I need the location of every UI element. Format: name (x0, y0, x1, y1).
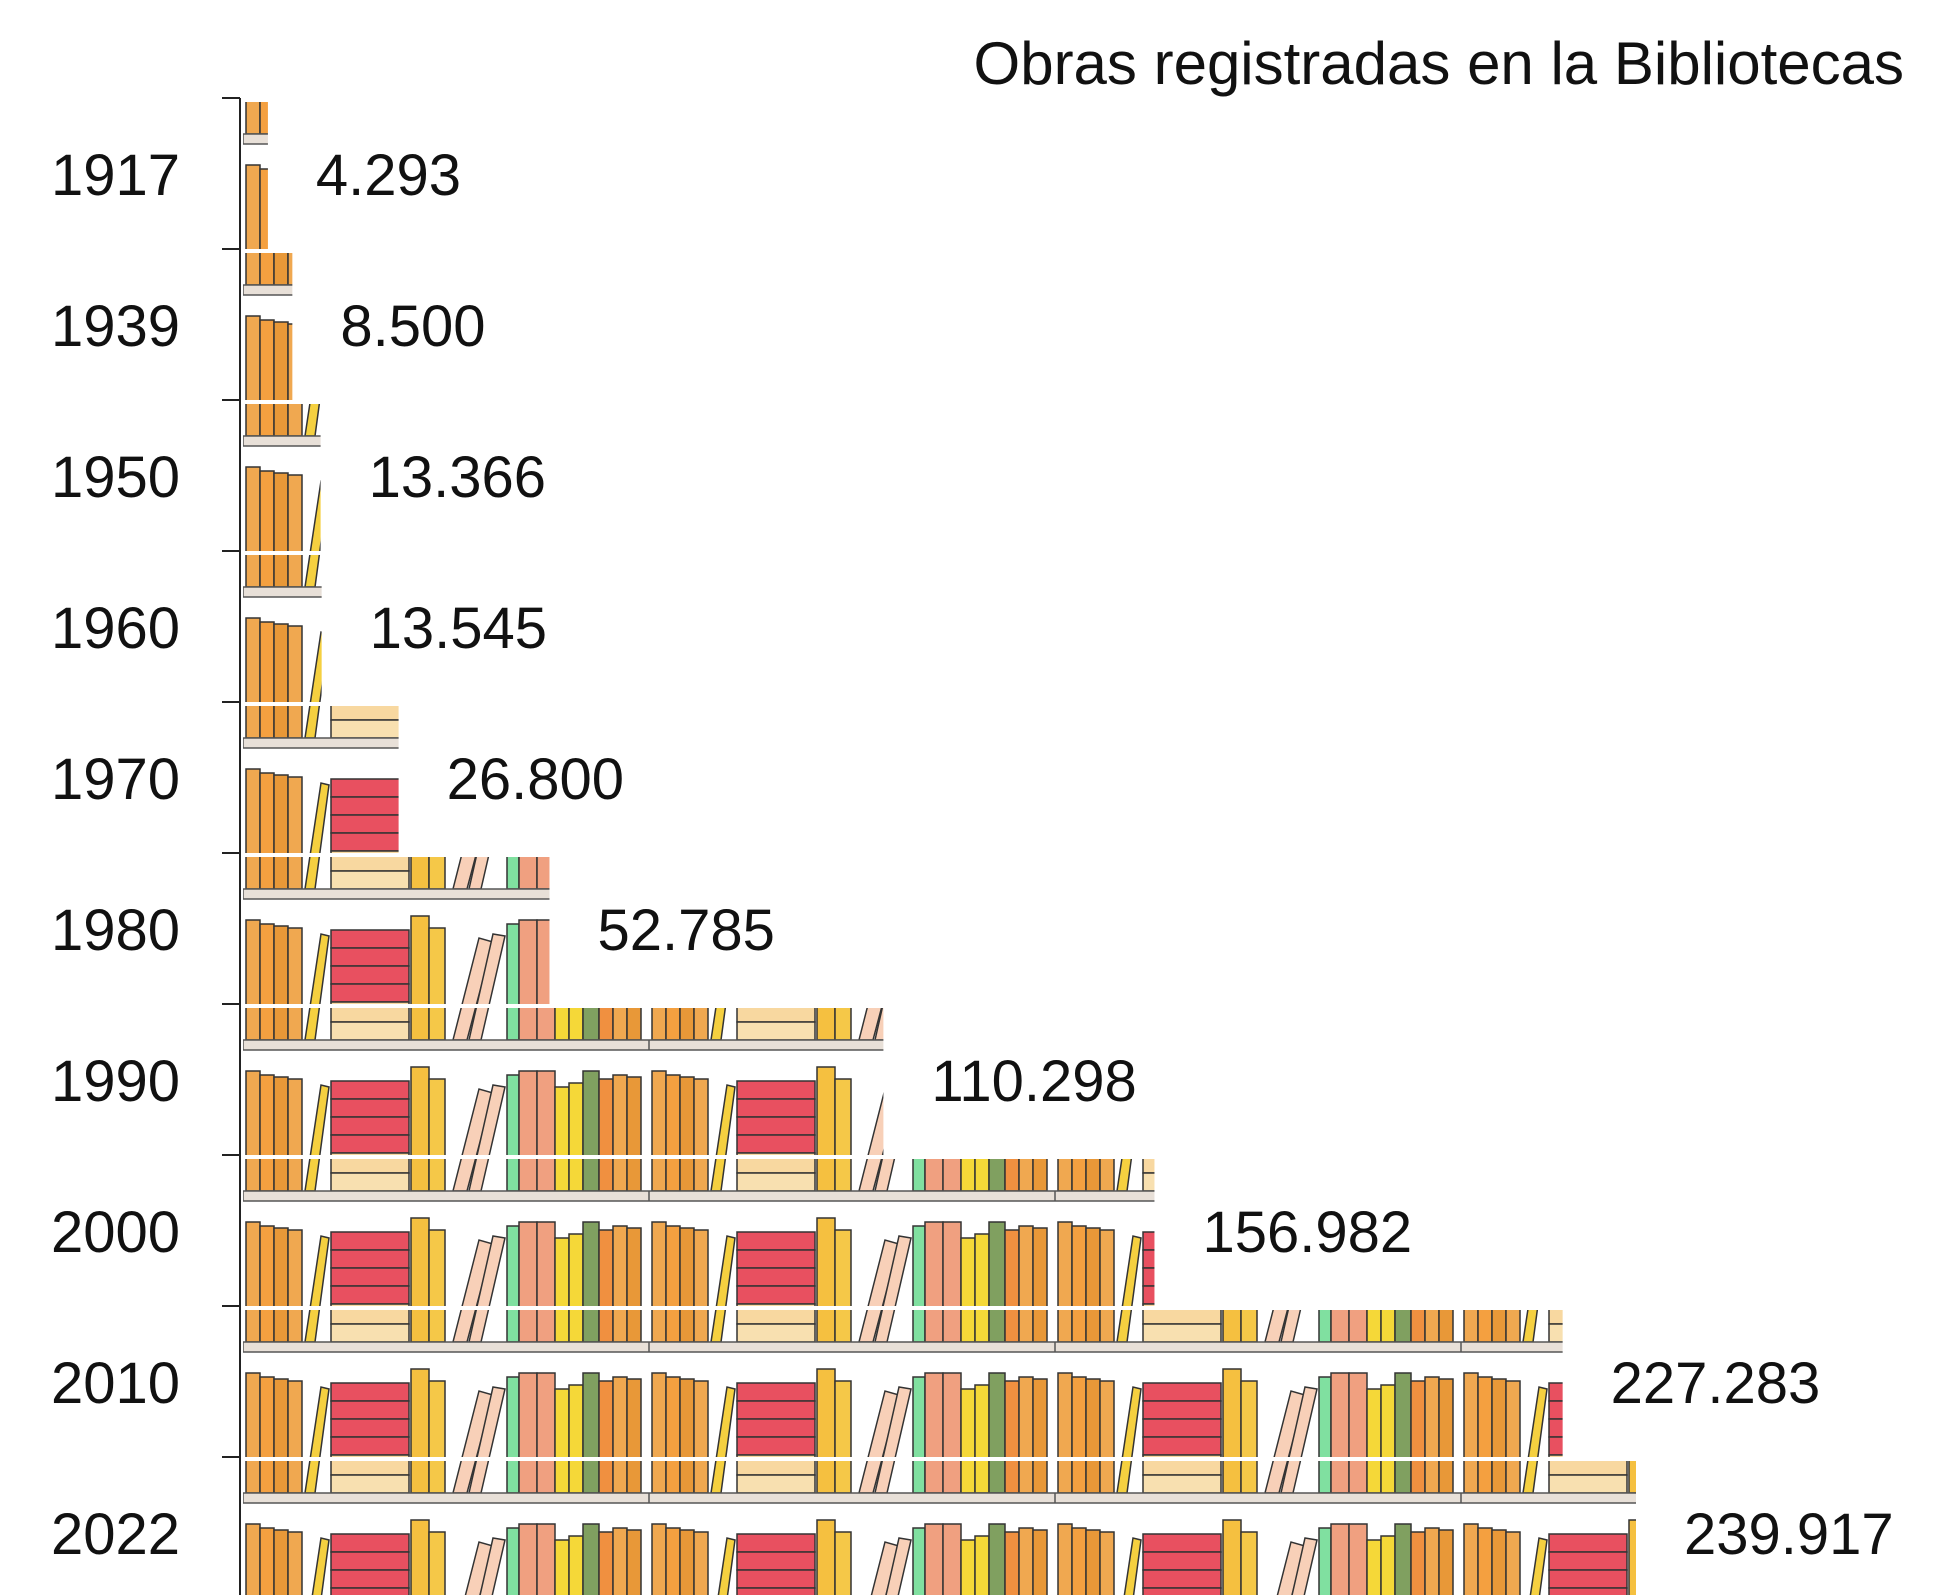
bar (243, 102, 268, 249)
y-tick-label: 2000 (51, 1200, 180, 1265)
value-label: 8.500 (340, 294, 485, 359)
value-label: 52.785 (597, 898, 774, 963)
bar (243, 857, 549, 1004)
y-tick-label: 1917 (51, 143, 180, 208)
y-tick-label: 1939 (51, 294, 180, 359)
value-label: 239.917 (1684, 1502, 1894, 1567)
y-tick-label: 1990 (51, 1049, 180, 1114)
chart: Obras registradas en la Bibliotecas 1917… (0, 0, 1947, 1595)
bar (243, 1008, 883, 1155)
bar (243, 1461, 1636, 1595)
y-tick-label: 2010 (51, 1351, 180, 1416)
value-label: 13.545 (370, 596, 547, 661)
value-label: 26.800 (447, 747, 624, 812)
bar (243, 706, 399, 853)
chart-title: Obras registradas en la Bibliotecas (974, 30, 1904, 97)
y-tick-label: 2022 (51, 1502, 180, 1567)
y-tick-label: 1960 (51, 596, 180, 661)
bar (243, 1310, 1563, 1457)
value-label: 156.982 (1202, 1200, 1412, 1265)
value-label: 4.293 (316, 143, 461, 208)
value-label: 110.298 (931, 1049, 1136, 1114)
bar (243, 1159, 1154, 1306)
y-tick-label: 1970 (51, 747, 180, 812)
y-tick-label: 1980 (51, 898, 180, 963)
bar (243, 404, 321, 551)
bar (243, 555, 322, 702)
bar (243, 253, 292, 400)
value-label: 227.283 (1611, 1351, 1821, 1416)
value-label: 13.366 (369, 445, 546, 510)
y-tick-label: 1950 (51, 445, 180, 510)
